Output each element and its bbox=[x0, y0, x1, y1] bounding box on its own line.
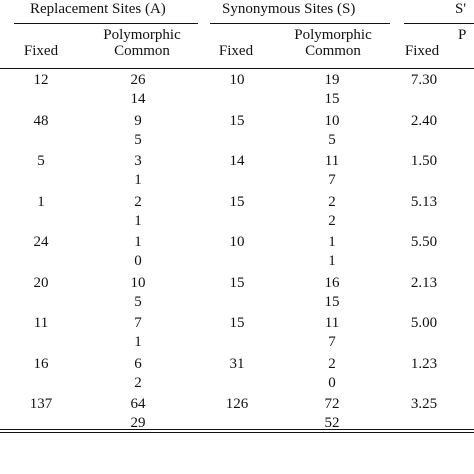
table-bottom-rule-double bbox=[0, 432, 474, 433]
a-polymorphic-cell: 7 bbox=[134, 315, 142, 331]
s-polymorphic-header: Polymorphic bbox=[294, 27, 372, 43]
t-fixed-cell: 2.13 bbox=[410, 274, 438, 291]
t-fixed-cell: 5.00 bbox=[410, 315, 438, 331]
s-common-cell: 15 bbox=[324, 293, 340, 310]
a-common-cell: 5 bbox=[134, 293, 142, 310]
table-bottom-rule bbox=[0, 429, 474, 430]
third-group-header: S' bbox=[455, 1, 467, 17]
s-polymorphic-cell: 1 bbox=[328, 234, 336, 250]
t-fixed-cell: 7.30 bbox=[410, 72, 438, 88]
s-polymorphic-cell: 72 bbox=[324, 396, 340, 412]
t-fixed-cell: 1.23 bbox=[410, 355, 438, 372]
header-rule bbox=[0, 68, 474, 69]
s-polymorphic-cell: 19 bbox=[324, 72, 340, 88]
s-fixed-header: Fixed bbox=[218, 43, 254, 59]
s-polymorphic-cell: 10 bbox=[324, 112, 340, 129]
a-fixed-cell: 1 bbox=[37, 193, 45, 210]
s-polymorphic-cell: 11 bbox=[324, 315, 340, 331]
s-fixed-cell: 31 bbox=[229, 355, 245, 372]
a-common-cell: 2 bbox=[134, 374, 142, 391]
a-polymorphic-cell: 10 bbox=[130, 274, 146, 291]
a-fixed-cell: 137 bbox=[29, 396, 53, 412]
synonymous-group-rule bbox=[210, 23, 390, 24]
s-common-cell: 0 bbox=[328, 374, 336, 391]
s-fixed-cell: 14 bbox=[229, 153, 245, 169]
synonymous-sites-header: Synonymous Sites (S) bbox=[222, 1, 356, 17]
s-common-cell: 2 bbox=[328, 212, 336, 229]
a-polymorphic-cell: 3 bbox=[134, 153, 142, 169]
a-fixed-cell: 24 bbox=[33, 234, 49, 250]
s-common-cell: 7 bbox=[328, 172, 336, 188]
a-common-cell: 14 bbox=[130, 91, 146, 107]
a-polymorphic-cell: 1 bbox=[134, 234, 142, 250]
a-fixed-header: Fixed bbox=[23, 43, 59, 59]
s-common-cell: 5 bbox=[328, 131, 336, 148]
a-polymorphic-cell: 64 bbox=[130, 396, 146, 412]
s-polymorphic-cell: 11 bbox=[324, 153, 340, 169]
a-polymorphic-cell: 26 bbox=[130, 72, 146, 88]
t-fixed-cell: 3.25 bbox=[410, 396, 438, 412]
t-polymorphic-header-fragment: P bbox=[458, 27, 467, 43]
replacement-group-rule bbox=[14, 23, 198, 24]
a-polymorphic-cell: 2 bbox=[134, 193, 142, 210]
replacement-sites-header: Replacement Sites (A) bbox=[30, 1, 166, 17]
a-common-header: Common bbox=[114, 43, 170, 59]
s-fixed-cell: 15 bbox=[229, 274, 245, 291]
a-polymorphic-cell: 9 bbox=[134, 112, 142, 129]
s-common-cell: 7 bbox=[328, 334, 336, 350]
s-common-cell: 52 bbox=[324, 415, 340, 431]
a-fixed-cell: 5 bbox=[37, 153, 45, 169]
t-fixed-cell: 5.50 bbox=[410, 234, 438, 250]
t-fixed-cell: 5.13 bbox=[410, 193, 438, 210]
a-fixed-cell: 48 bbox=[33, 112, 49, 129]
s-polymorphic-cell: 2 bbox=[328, 355, 336, 372]
a-common-cell: 1 bbox=[134, 212, 142, 229]
a-polymorphic-header: Polymorphic bbox=[103, 27, 181, 43]
third-group-rule bbox=[404, 23, 474, 24]
s-common-header: Common bbox=[305, 43, 361, 59]
a-fixed-cell: 11 bbox=[33, 315, 49, 331]
s-common-cell: 1 bbox=[328, 253, 336, 269]
s-polymorphic-cell: 16 bbox=[324, 274, 340, 291]
s-fixed-cell: 10 bbox=[229, 72, 245, 88]
a-common-cell: 5 bbox=[134, 131, 142, 148]
a-fixed-cell: 12 bbox=[33, 72, 49, 88]
s-fixed-cell: 15 bbox=[229, 315, 245, 331]
t-fixed-cell: 1.50 bbox=[410, 153, 438, 169]
s-fixed-cell: 15 bbox=[229, 193, 245, 210]
s-common-cell: 15 bbox=[324, 91, 340, 107]
a-common-cell: 0 bbox=[134, 253, 142, 269]
a-fixed-cell: 20 bbox=[33, 274, 49, 291]
a-common-cell: 1 bbox=[134, 334, 142, 350]
s-fixed-cell: 10 bbox=[229, 234, 245, 250]
a-common-cell: 1 bbox=[134, 172, 142, 188]
s-fixed-cell: 15 bbox=[229, 112, 245, 129]
a-common-cell: 29 bbox=[130, 415, 146, 431]
t-fixed-cell: 2.40 bbox=[410, 112, 438, 129]
a-polymorphic-cell: 6 bbox=[134, 355, 142, 372]
t-fixed-header: Fixed bbox=[404, 43, 440, 59]
s-fixed-cell: 126 bbox=[225, 396, 249, 412]
s-polymorphic-cell: 2 bbox=[328, 193, 336, 210]
a-fixed-cell: 16 bbox=[33, 355, 49, 372]
